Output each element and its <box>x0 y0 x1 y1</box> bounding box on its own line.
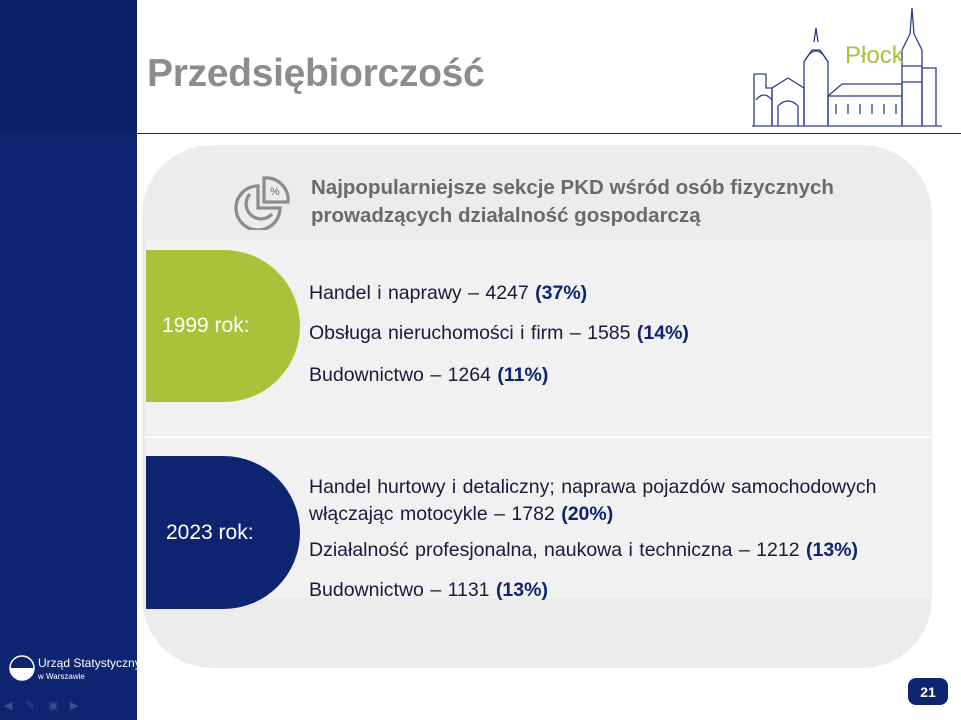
gus-logo-icon <box>9 655 35 681</box>
heading-line-2: prowadzących działalność gospodarczą <box>311 204 701 227</box>
year-tab-1999: 1999 rok: <box>146 250 300 402</box>
city-label: Płock <box>845 42 904 69</box>
list-item: Obsługa nieruchomości i firm – 1585 (14%… <box>309 322 689 344</box>
year-label: 1999 rok: <box>162 314 250 337</box>
list-item: Handel hurtowy i detaliczny; naprawa poj… <box>309 476 877 525</box>
pie-chart-percent-icon: % <box>234 176 290 230</box>
menu-icon[interactable]: ▣ <box>48 700 59 712</box>
arrow-left-icon[interactable]: ◀ <box>4 700 13 712</box>
arrow-right-icon[interactable]: ▶ <box>70 700 79 712</box>
sidebar <box>0 0 137 720</box>
slide-title: Przedsiębiorczość <box>147 52 485 95</box>
page-number-badge: 21 <box>908 678 948 705</box>
year-tab-2023: 2023 rok: <box>146 456 300 609</box>
header-divider <box>137 133 961 134</box>
list-item: Handel i naprawy – 4247 (37%) <box>309 282 588 304</box>
list-item: Działalność profesjonalna, naukowa i tec… <box>309 539 859 561</box>
section-heading: Najpopularniejsze sekcje PKD wśród osób … <box>311 174 941 230</box>
list-item: Budownictwo – 1264 (11%) <box>309 364 549 386</box>
svg-text:%: % <box>270 186 280 198</box>
pencil-icon[interactable]: ✎ <box>26 700 36 712</box>
year-label: 2023 rok: <box>166 520 254 544</box>
slide-navigation: ◀ ✎ ▣ ▶ <box>4 700 84 712</box>
list-item: Budownictwo – 1131 (13%) <box>309 579 548 601</box>
heading-line-1: Najpopularniejsze sekcje PKD wśród osób … <box>311 176 834 199</box>
cathedral-illustration <box>752 7 942 127</box>
logo-text: Urząd Statystyczny w Warszawie <box>38 656 141 681</box>
band-separator <box>145 436 931 438</box>
sidebar-top-band <box>0 0 137 133</box>
